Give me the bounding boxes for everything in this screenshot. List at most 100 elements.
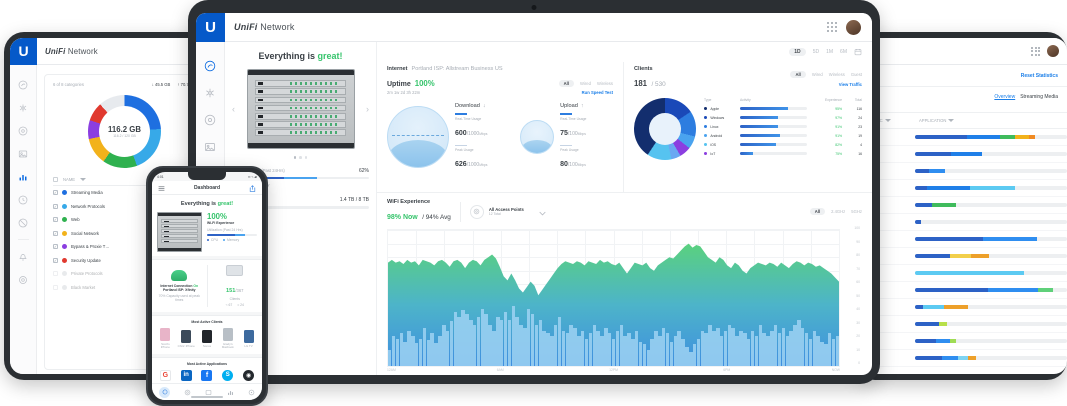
- table-row[interactable]: 5.2 GB: [861, 214, 1067, 231]
- tab-clients-icon[interactable]: [205, 383, 212, 400]
- select-all-checkbox[interactable]: [53, 177, 58, 182]
- tab-statistics-icon[interactable]: [227, 383, 234, 400]
- application-bar: [915, 253, 1067, 259]
- unifi-logo[interactable]: U: [196, 13, 225, 42]
- table-row[interactable]: Android 91% 19: [704, 131, 862, 140]
- row-checkbox[interactable]: ✓: [53, 257, 58, 263]
- view-traffic-link[interactable]: View Traffic: [838, 81, 862, 87]
- table-row[interactable]: 19 GB: [861, 248, 1067, 265]
- table-row[interactable]: iOS 82% 4: [704, 140, 862, 149]
- list-item[interactable]: Chris' iPhone: [177, 329, 195, 348]
- clients-filter-wired[interactable]: Wired: [811, 71, 823, 77]
- carousel-dots[interactable]: [232, 156, 369, 159]
- sidebar-item-topology[interactable]: [10, 96, 37, 119]
- carousel-prev-icon[interactable]: ‹: [232, 104, 235, 114]
- phone-internet-card[interactable]: Internet Connection On Portland ISP: Xfi…: [152, 264, 208, 308]
- tab-dashboard-icon[interactable]: [159, 386, 171, 398]
- sidebar-item-blocked[interactable]: [10, 211, 37, 234]
- table-row[interactable]: IoT 75% 16: [704, 149, 862, 158]
- wifi-ap-title[interactable]: All Access Points: [488, 207, 524, 212]
- list-item[interactable]: Scott's iPhone: [156, 328, 174, 350]
- band-24[interactable]: 2.4GHz: [831, 209, 846, 214]
- reset-statistics-link[interactable]: Reset Statistics: [1020, 72, 1058, 79]
- table-row[interactable]: 7.1 GB: [861, 197, 1067, 214]
- table-row[interactable]: 14 GB: [861, 231, 1067, 248]
- github-icon[interactable]: ◉: [243, 369, 255, 381]
- traffic-donut[interactable]: 116.2 GB 116.2 / 120 GB: [88, 95, 161, 168]
- application-bar: [915, 236, 1067, 242]
- clients-donut[interactable]: [634, 98, 696, 160]
- list-item[interactable]: Grady's Macbook: [219, 328, 237, 350]
- sidebar-item-topology[interactable]: [196, 79, 225, 106]
- table-row[interactable]: 7.1 GB: [861, 350, 1067, 367]
- band-all[interactable]: All: [809, 208, 826, 215]
- row-checkbox[interactable]: ✓: [53, 190, 58, 196]
- table-row[interactable]: Apple 95% 116: [704, 104, 862, 113]
- run-speed-test-link[interactable]: Run Speed Test: [581, 90, 613, 95]
- unifi-logo[interactable]: U: [10, 38, 37, 65]
- time-filter-6m[interactable]: 6M: [840, 49, 847, 55]
- filter-all[interactable]: All: [558, 80, 574, 87]
- avatar[interactable]: [846, 19, 861, 35]
- sidebar-item-insights[interactable]: [10, 142, 37, 165]
- table-row[interactable]: 7.1 GB: [861, 316, 1067, 333]
- sidebar-item-statistics[interactable]: [10, 165, 37, 188]
- band-5[interactable]: 5GHz: [851, 209, 862, 214]
- linkedin-icon[interactable]: in: [180, 369, 192, 381]
- row-checkbox[interactable]: ✓: [53, 203, 58, 209]
- wifi-chart[interactable]: [387, 229, 840, 367]
- google-icon[interactable]: G: [159, 369, 171, 381]
- chevron-down-icon[interactable]: [539, 203, 546, 221]
- filter-wired[interactable]: Wired: [580, 81, 591, 86]
- filter-wireless[interactable]: Wireless: [596, 81, 613, 86]
- tab-more-icon[interactable]: [248, 383, 255, 400]
- skype-icon[interactable]: S: [222, 369, 234, 381]
- apps-grid-icon[interactable]: [1031, 46, 1040, 56]
- sidebar-item-devices[interactable]: [196, 106, 225, 133]
- calendar-icon[interactable]: [854, 43, 862, 61]
- phone-clients-card[interactable]: 151/367 Clients ⌁ 67 ≈ 24: [208, 260, 263, 312]
- breadcrumb-overview[interactable]: Overview: [994, 94, 1016, 100]
- clients-filter-wireless[interactable]: Wireless: [828, 71, 845, 77]
- facebook-icon[interactable]: f: [201, 369, 213, 381]
- col-application[interactable]: APPLICATION: [919, 118, 947, 123]
- row-checkbox[interactable]: ✓: [53, 244, 58, 250]
- sidebar-item-devices[interactable]: [10, 119, 37, 142]
- row-name: Social Network: [71, 230, 99, 236]
- table-row[interactable]: 7.1 GB: [861, 282, 1067, 299]
- col-name[interactable]: NAME: [63, 177, 76, 182]
- clients-filter-guest[interactable]: Guest: [850, 71, 862, 77]
- sidebar-item-gear[interactable]: [10, 268, 37, 291]
- list-item[interactable]: LG TV: [240, 329, 258, 348]
- right-row-list: 6.9 GB5.7 GB8.4 GB3.2 GB7.1 GB5.2 GB14 G…: [861, 129, 1067, 367]
- list-item[interactable]: Sonos: [198, 329, 216, 348]
- clients-filter-all[interactable]: All: [790, 70, 806, 78]
- table-row[interactable]: 7.1 GB: [861, 265, 1067, 282]
- apps-grid-icon[interactable]: [827, 22, 837, 32]
- row-checkbox[interactable]: ✓: [53, 217, 58, 223]
- time-filter-1m[interactable]: 1M: [826, 49, 834, 55]
- tab-devices-icon[interactable]: [184, 383, 191, 400]
- table-row[interactable]: Windows 97% 24: [704, 113, 862, 122]
- sidebar-item-dashboard[interactable]: [10, 73, 37, 96]
- sidebar-item-alerts[interactable]: [10, 245, 37, 268]
- table-row[interactable]: 7.1 GB: [861, 333, 1067, 350]
- table-row[interactable]: 7.1 GB: [861, 299, 1067, 316]
- time-filter-5d[interactable]: 5D: [812, 49, 820, 55]
- table-row[interactable]: 6.9 GB: [861, 129, 1067, 146]
- row-checkbox[interactable]: ✓: [53, 230, 58, 236]
- sidebar-item-settings[interactable]: [10, 188, 37, 211]
- hamburger-icon[interactable]: [158, 179, 165, 197]
- row-checkbox[interactable]: [53, 271, 58, 277]
- share-icon[interactable]: [249, 179, 256, 197]
- sidebar-item-insights[interactable]: [196, 133, 225, 160]
- carousel-next-icon[interactable]: ›: [366, 104, 369, 114]
- table-row[interactable]: Linux 91% 23: [704, 122, 862, 131]
- row-checkbox[interactable]: [53, 284, 58, 290]
- sidebar-item-dashboard[interactable]: [196, 52, 225, 79]
- table-row[interactable]: 8.4 GB: [861, 163, 1067, 180]
- time-filter-1d[interactable]: 1D: [789, 48, 806, 56]
- avatar[interactable]: [1047, 45, 1059, 57]
- table-row[interactable]: 5.7 GB: [861, 146, 1067, 163]
- table-row[interactable]: 3.2 GB: [861, 180, 1067, 197]
